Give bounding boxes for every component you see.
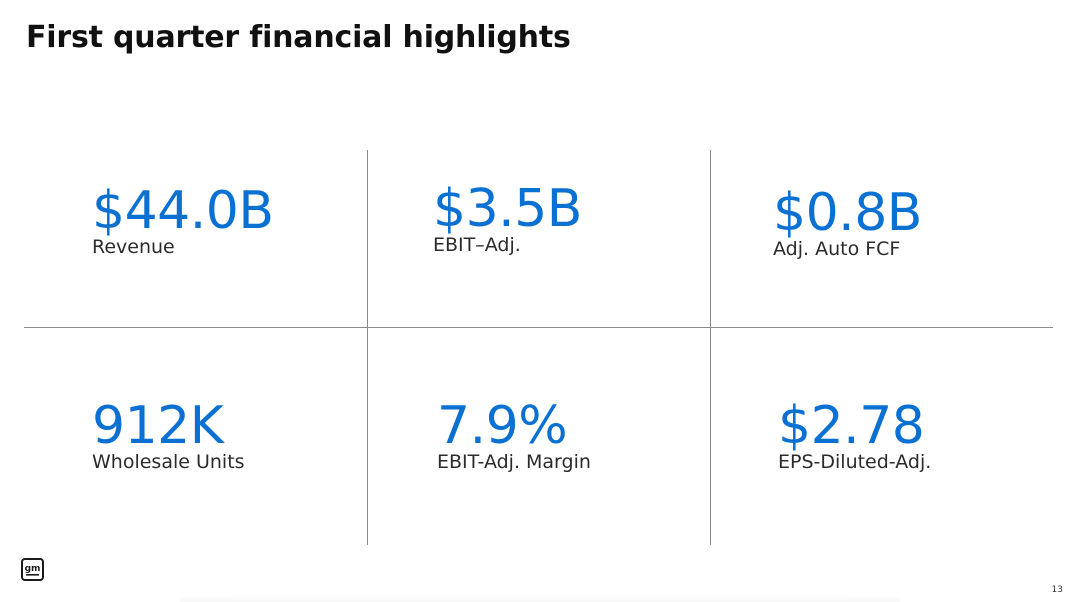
grid-divider-vertical-left [367, 150, 368, 545]
metric-value: 912K [92, 396, 224, 456]
page-number: 13 [1051, 585, 1063, 595]
svg-text:gm: gm [25, 564, 41, 574]
metric-ebit-adj: $3.5B EBIT–Adj. [433, 180, 582, 256]
metric-label: Wholesale Units [92, 451, 245, 473]
metric-revenue: $44.0B Revenue [92, 182, 274, 258]
metric-label: EBIT-Adj. Margin [437, 451, 591, 473]
metric-label: EPS-Diluted-Adj. [778, 451, 932, 473]
metric-value: $0.8B [773, 183, 922, 243]
metric-wholesale-units: 912K Wholesale Units [92, 397, 245, 473]
metric-label: Revenue [92, 236, 175, 258]
metric-value: $2.78 [778, 396, 925, 456]
metric-label: Adj. Auto FCF [773, 238, 901, 260]
bottom-shadow [180, 594, 900, 602]
metric-value: $44.0B [92, 181, 274, 241]
metric-adj-auto-fcf: $0.8B Adj. Auto FCF [773, 184, 922, 260]
metric-value: 7.9% [437, 396, 568, 456]
grid-divider-vertical-right [710, 150, 711, 545]
metric-value: $3.5B [433, 179, 582, 239]
gm-logo-icon: gm [21, 558, 44, 581]
grid-divider-horizontal [24, 327, 1053, 328]
metric-label: EBIT–Adj. [433, 234, 521, 256]
slide-title: First quarter financial highlights [26, 20, 571, 55]
metric-ebit-adj-margin: 7.9% EBIT-Adj. Margin [437, 397, 591, 473]
metric-eps-diluted-adj: $2.78 EPS-Diluted-Adj. [778, 397, 931, 473]
